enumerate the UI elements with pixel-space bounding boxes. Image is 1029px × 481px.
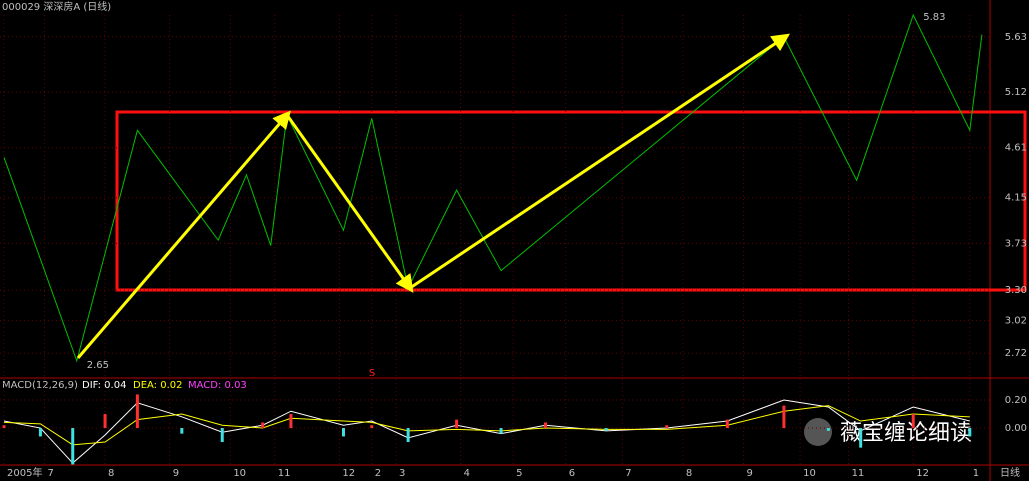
y-tick-label: 3.02 <box>1005 316 1027 327</box>
y-tick-label: 4.61 <box>1005 143 1027 154</box>
y-tick-label: 3.73 <box>1005 238 1027 249</box>
x-tick-label: 6 <box>569 468 575 479</box>
x-tick-label: 4 <box>464 468 470 479</box>
dif-label: DIF: 0.04 <box>82 380 126 391</box>
x-tick-label: 7 <box>625 468 631 479</box>
annotation: 5.83 <box>923 12 945 23</box>
macd-title: MACD(12,26,9) <box>2 380 78 391</box>
x-tick-label: 10 <box>803 468 816 479</box>
y-tick-label: 4.15 <box>1005 193 1027 204</box>
y-tick-label: 5.12 <box>1005 87 1027 98</box>
watermark-icon <box>804 418 832 446</box>
x-tick-label: 12 <box>916 468 929 479</box>
x-tick-label: 7 <box>47 468 53 479</box>
trend-arrow <box>285 114 414 293</box>
y-tick-label: 2.72 <box>1005 348 1027 359</box>
x-tick-label: 9 <box>173 468 179 479</box>
y-tick-label: 0.20 <box>1005 395 1027 406</box>
x-tick-label: 5 <box>516 468 522 479</box>
signal-marker: S <box>369 368 375 379</box>
trend-arrow <box>409 33 790 290</box>
dea-label: DEA: 0.02 <box>133 380 183 391</box>
period-label: 日线 <box>1000 466 1020 479</box>
x-tick-label: 12 <box>342 468 355 479</box>
x-tick-label: 8 <box>686 468 692 479</box>
zigzag-line <box>3 13 983 363</box>
x-tick-label: 2 <box>375 468 381 479</box>
x-tick-label: 11 <box>852 468 865 479</box>
x-tick-label: 2005年 <box>7 466 42 479</box>
x-tick-label: 8 <box>108 468 114 479</box>
annotation: 2.65 <box>87 360 109 371</box>
macd-label: MACD: 0.03 <box>188 380 247 391</box>
x-tick-label: 1 <box>973 468 979 479</box>
y-tick-label: 0.00 <box>1005 423 1027 434</box>
trend-arrow <box>76 110 291 359</box>
y-tick-label: 5.63 <box>1005 32 1027 43</box>
x-tick-label: 3 <box>399 468 405 479</box>
highlight-box <box>115 110 1027 292</box>
x-tick-label: 11 <box>278 468 291 479</box>
chart-title: 000029 深深房A (日线) <box>2 0 111 13</box>
y-tick-label: 3.30 <box>1005 285 1027 296</box>
x-tick-label: 10 <box>233 468 246 479</box>
x-tick-label: 9 <box>747 468 753 479</box>
